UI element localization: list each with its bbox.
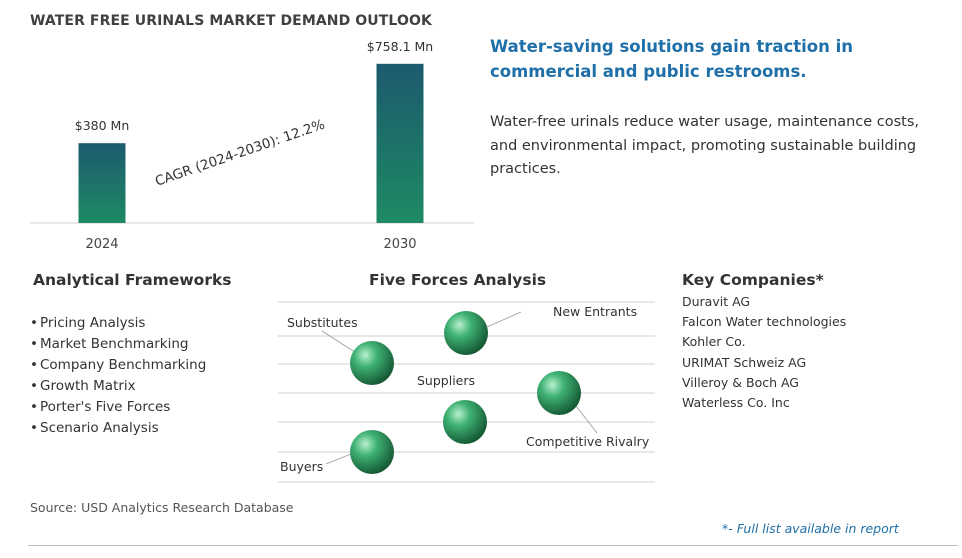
list-item: • Growth Matrix [30, 378, 136, 394]
force-label-competitive-rivalry: Competitive Rivalry [526, 434, 650, 449]
force-label-buyers: Buyers [280, 459, 323, 474]
leader-line [325, 449, 362, 465]
five-forces-heading: Five Forces Analysis [369, 271, 547, 289]
list-item: Kohler Co. [682, 334, 746, 350]
bottom-divider [28, 545, 958, 546]
force-label-suppliers: Suppliers [417, 373, 475, 388]
frameworks-list: • Pricing Analysis • Market Benchmarking •… [30, 313, 206, 439]
list-item: Falcon Water technologies [682, 314, 847, 330]
market-bar-chart: $380 Mn $758.1 Mn 2024 2030 CAGR (2024-2… [30, 39, 474, 252]
companies-heading: Key Companies* [682, 271, 824, 289]
force-sphere-suppliers [443, 400, 487, 444]
leader-line [321, 330, 362, 357]
source-note: Source: USD Analytics Research Database [30, 500, 294, 515]
description: Water-free urinals reduce water usage, m… [490, 114, 920, 177]
list-item: • Porter's Five Forces [30, 399, 171, 415]
bar-2024 [78, 143, 126, 223]
force-label-substitutes: Substitutes [287, 315, 358, 330]
data-label-2024: $380 Mn [75, 118, 130, 133]
list-item: • Company Benchmarking [30, 357, 207, 373]
headline: Water-saving solutions gain traction in … [490, 37, 854, 81]
force-sphere-buyers [350, 430, 394, 474]
bar-2030 [376, 63, 424, 224]
frameworks-heading: Analytical Frameworks [33, 271, 232, 289]
tick-label-2024: 2024 [85, 237, 118, 252]
list-item: Waterless Co. Inc [682, 395, 790, 411]
force-sphere-new-entrants [444, 311, 488, 355]
list-item: Duravit AG [682, 294, 751, 309]
list-item: Villeroy & Boch AG [682, 374, 799, 390]
data-label-2030: $758.1 Mn [367, 39, 433, 54]
leader-line [479, 311, 522, 331]
companies-list: Duravit AG Falcon Water technologies Koh… [682, 292, 846, 413]
list-item: • Market Benchmarking [30, 336, 189, 352]
force-sphere-competitive-rivalry [537, 371, 581, 415]
force-label-new-entrants: New Entrants [553, 304, 637, 319]
leader-line [568, 396, 598, 434]
list-item: • Scenario Analysis [30, 420, 159, 436]
tick-label-2030: 2030 [383, 237, 416, 252]
force-sphere-substitutes [350, 341, 394, 385]
footnote: *- Full list available in report [722, 521, 899, 536]
page-title: WATER FREE URINALS MARKET DEMAND OUTLOOK [30, 13, 432, 29]
list-item: URIMAT Schweiz AG [682, 354, 807, 370]
list-item: • Pricing Analysis [30, 315, 146, 331]
cagr-annotation: CAGR (2024-2030): 12.2% [153, 117, 327, 190]
